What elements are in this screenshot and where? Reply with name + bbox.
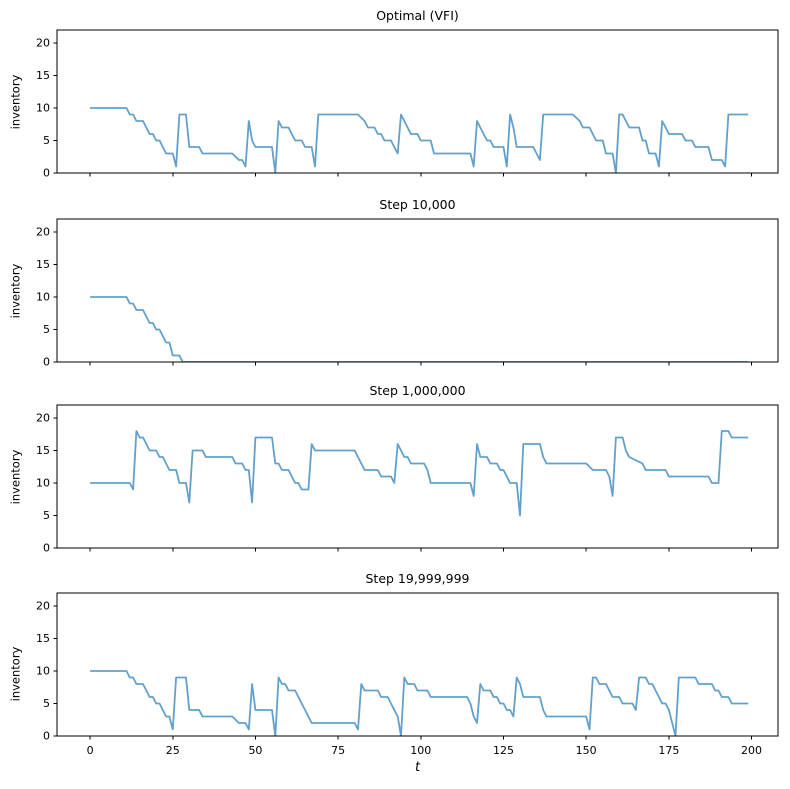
series-line: [90, 430, 749, 517]
y-tick-label: 10: [36, 664, 50, 677]
y-tick-label: 5: [43, 134, 50, 147]
axes-spines: [56, 404, 779, 549]
axes-spines: [56, 218, 779, 363]
y-tick-label: 20: [36, 412, 50, 425]
y-tick-label: 15: [36, 69, 50, 82]
y-tick-label: 15: [36, 258, 50, 271]
axes-spines: [56, 29, 779, 174]
x-axis-label-t: t: [414, 760, 421, 775]
y-tick-label: 20: [36, 226, 50, 239]
y-tick-label: 15: [36, 444, 50, 457]
y-tick-label: 10: [36, 102, 50, 115]
series-line: [90, 669, 749, 736]
series-line: [90, 296, 749, 362]
subplot-title-step-10000: Step 10,000: [379, 197, 456, 212]
y-tick-label: 20: [36, 599, 50, 612]
plot-canvas-step-10000: 0 5 10 15 20: [36, 218, 779, 369]
subplot-title-step-1000000: Step 1,000,000: [369, 383, 466, 398]
y-tick-label: 0: [43, 729, 50, 742]
series-line: [90, 107, 749, 173]
plot-canvas-optimal-vfi: 0 5 10 15 20: [36, 29, 779, 180]
y-tick-label: 0: [43, 167, 50, 180]
y-tick-label: 0: [43, 356, 50, 369]
plot-canvas-step-1000000: 0 5 10 15 20: [36, 404, 779, 555]
y-tick-label: 5: [43, 509, 50, 522]
x-tick-label: 75: [331, 744, 345, 757]
y-tick-label: 5: [43, 697, 50, 710]
y-tick-label: 0: [43, 542, 50, 555]
y-tick-label: 20: [36, 37, 50, 50]
y-tick-label: 5: [43, 323, 50, 336]
y-tick-label: 10: [36, 291, 50, 304]
subplot-title-step-19999999: Step 19,999,999: [365, 571, 470, 586]
x-tick-label: 200: [741, 744, 762, 757]
x-tick-label: 50: [248, 744, 262, 757]
y-tick-label: 10: [36, 477, 50, 490]
x-tick-label: 150: [576, 744, 597, 757]
x-tick-label: 125: [493, 744, 514, 757]
x-tick-label: 25: [166, 744, 180, 757]
subplot-title-optimal-vfi: Optimal (VFI): [376, 8, 459, 23]
y-tick-label: 15: [36, 632, 50, 645]
x-tick-label: 0: [87, 744, 94, 757]
x-tick-label: 100: [410, 744, 431, 757]
x-tick-label: 175: [658, 744, 679, 757]
axes-spines: [56, 592, 779, 736]
